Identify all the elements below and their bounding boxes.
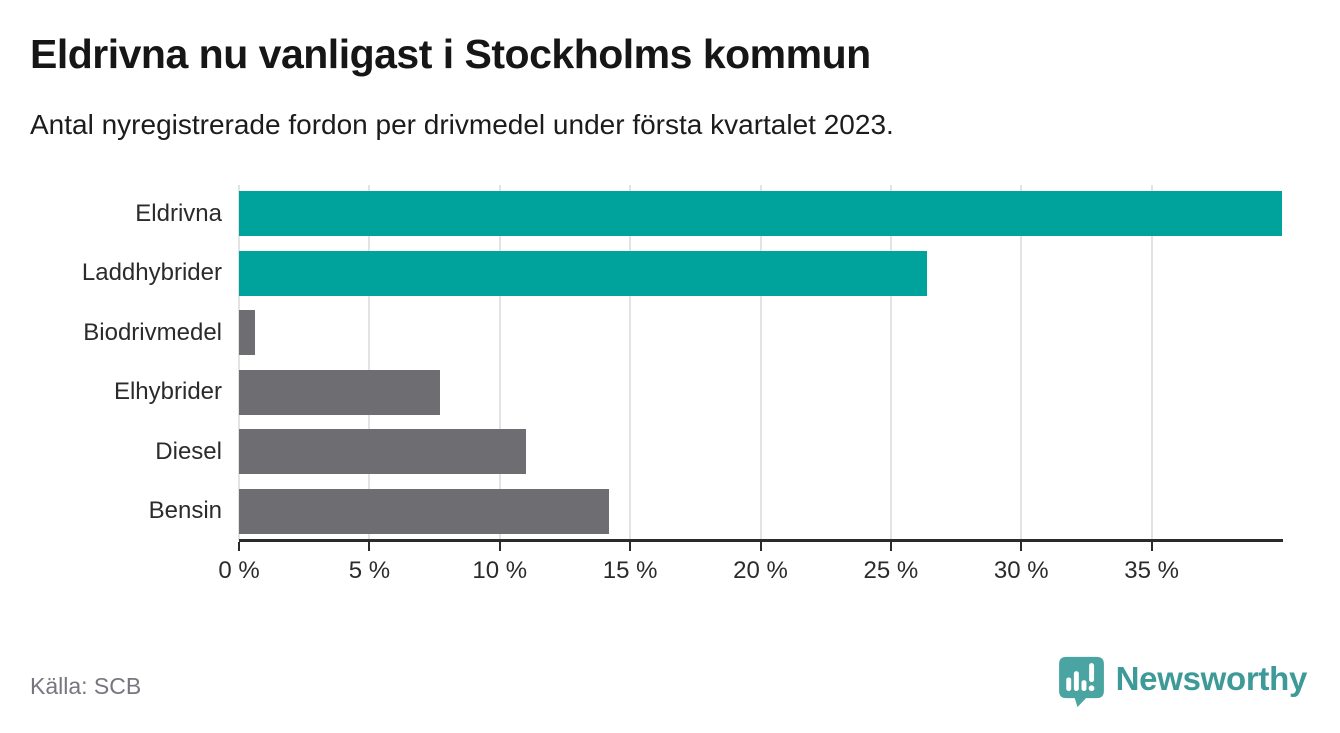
y-label-diesel: Diesel [155,437,222,465]
x-tick-label: 15 % [602,557,658,584]
bar-eldrivna [239,191,1282,237]
bar-diesel [239,429,526,475]
x-tick-label: 30 % [993,557,1049,584]
x-axis: 0 % 5 % 10 % 15 % 20 % 25 % 30 % 35 % [218,542,1283,602]
x-tick-label: 25 % [863,557,919,584]
x-tick [1150,542,1153,551]
y-label-eldrivna: Eldrivna [135,199,222,227]
y-label-laddhybrider: Laddhybrider [81,259,222,287]
chart-subtitle: Antal nyregistrerade fordon per drivmede… [30,109,894,140]
x-tick-label: 10 % [472,557,528,584]
x-tick-label: 5 % [348,557,391,584]
bar-biodrivmedel [239,310,255,356]
y-label-bensin: Bensin [148,497,222,525]
x-tick [238,542,240,551]
gridline [629,185,632,540]
gridline [1020,185,1023,540]
gridline [498,185,501,540]
x-tick [498,542,501,551]
x-axis-line [239,539,1283,542]
gridline [368,185,371,540]
bar-bensin [239,488,610,534]
bar-elhybrider [239,369,440,415]
y-axis-labels: Eldrivna Laddhybrider Biodrivmedel Elhybrid… [0,184,222,541]
newsworthy-bubble-chart-icon [1058,656,1105,708]
x-tick [889,542,892,551]
source-label: Källa: SCB [30,673,142,699]
x-tick [368,542,371,551]
x-tick-label: 0 % [218,557,260,584]
x-tick-label: 20 % [733,557,788,584]
y-label-biodrivmedel: Biodrivmedel [83,318,222,346]
gridline [238,185,240,540]
newsworthy-wordmark: Newsworthy [1115,660,1308,697]
x-tick [629,542,632,551]
plot-area [238,184,1282,541]
newsworthy-logo: Newsworthy [1058,656,1307,708]
x-tick [759,542,762,551]
gridline [759,185,762,540]
bar-laddhybrider [239,250,928,296]
x-tick [1020,542,1023,551]
gridline [1150,185,1153,540]
x-tick-label: 35 % [1124,557,1179,584]
chart-title: Eldrivna nu vanligast i Stockholms kommu… [30,31,871,77]
gridline [889,185,892,540]
y-label-elhybrider: Elhybrider [113,378,222,406]
